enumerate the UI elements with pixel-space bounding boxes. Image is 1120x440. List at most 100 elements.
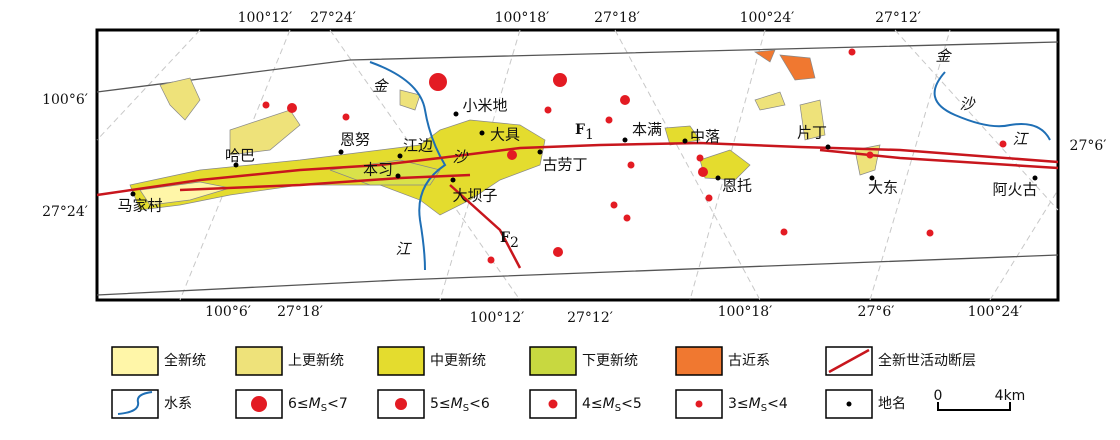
legend-label: 全新统 <box>164 352 206 369</box>
earthquake <box>605 116 613 124</box>
earthquake <box>696 154 704 162</box>
magnitude-prefix: 6≤ <box>288 396 309 412</box>
legend-swatch <box>675 346 723 376</box>
coordinate-label: 100°18′ <box>718 304 773 320</box>
coordinate-label: 27°24′ <box>42 204 88 220</box>
earthquake <box>429 73 447 91</box>
earthquake <box>926 229 934 237</box>
fault-subscript: 2 <box>510 235 519 251</box>
legend-label: 古近系 <box>728 353 770 369</box>
place-dot <box>537 149 543 155</box>
place-dot <box>130 191 136 197</box>
river-name: 金 <box>935 47 952 65</box>
legend-place-dot <box>846 401 852 407</box>
magnitude-subscript: S <box>321 403 327 414</box>
river-name: 沙 <box>452 148 468 166</box>
place-name: 阿火古 <box>992 181 1037 199</box>
legend-label: 3≤MS<4 <box>728 396 788 414</box>
earthquake <box>705 194 713 202</box>
magnitude-subscript: S <box>463 403 469 414</box>
place-name: 片丁 <box>797 124 827 142</box>
earthquake <box>262 101 270 109</box>
river-name: 江 <box>1012 130 1029 148</box>
place-dot <box>479 130 485 136</box>
scale-label: 0 <box>934 388 943 404</box>
scale-label: 4km <box>995 388 1026 404</box>
magnitude-suffix: <5 <box>621 396 642 412</box>
river-name: 江 <box>395 240 412 258</box>
coordinate-label: 27°12′ <box>875 10 921 26</box>
legend-swatch <box>529 346 577 376</box>
river-name: 沙 <box>959 95 975 113</box>
legend-label: 6≤MS<7 <box>288 396 348 414</box>
place-name: 大具 <box>490 126 520 144</box>
place-name: 哈巴 <box>225 147 255 165</box>
coordinate-label: 27°6′ <box>1070 138 1107 154</box>
place-dot <box>682 138 688 144</box>
magnitude-symbol: M <box>749 396 761 412</box>
place-name: 古劳丁 <box>542 156 587 174</box>
place-dot <box>825 144 831 150</box>
fault-name: F <box>500 230 510 246</box>
coordinate-label: 27°18′ <box>277 304 323 320</box>
legend-label: 下更新统 <box>582 353 638 369</box>
magnitude-suffix: <6 <box>469 396 490 412</box>
legend-fault <box>828 348 870 374</box>
fault-subscript: 1 <box>585 127 594 143</box>
place-name: 中落 <box>690 128 720 146</box>
magnitude-symbol: M <box>603 396 615 412</box>
place-name: 恩托 <box>722 177 752 195</box>
legend-label: 5≤MS<6 <box>430 396 490 414</box>
place-dot <box>450 177 456 183</box>
coordinate-label: 100°18′ <box>495 10 550 26</box>
coordinate-label: 100°6′ <box>42 92 88 108</box>
legend-swatch <box>111 346 159 376</box>
place-name: 本满 <box>632 121 662 139</box>
earthquake <box>866 151 874 159</box>
place-dot <box>453 111 459 117</box>
coordinate-label: 27°12′ <box>567 310 613 326</box>
magnitude-subscript: S <box>615 403 621 414</box>
legend-label: 上更新统 <box>288 353 344 369</box>
legend-label: 中更新统 <box>430 353 486 369</box>
legend-water <box>117 391 153 415</box>
legend-label: 全新世活动断层 <box>878 352 976 369</box>
coordinate-label: 100°24′ <box>740 10 795 26</box>
legend-swatch <box>235 346 283 376</box>
place-name: 小米地 <box>462 97 507 115</box>
place-name: 恩努 <box>340 131 370 149</box>
earthquake <box>553 73 567 87</box>
magnitude-symbol: M <box>451 396 463 412</box>
earthquake <box>544 106 552 114</box>
earthquake <box>287 103 297 113</box>
coordinate-label: 100°12′ <box>470 310 525 326</box>
place-dot <box>622 137 628 143</box>
place-dot <box>1032 175 1038 181</box>
fault-name: F <box>575 122 585 138</box>
legend-quake <box>395 398 407 410</box>
magnitude-suffix: <4 <box>767 396 788 412</box>
earthquake <box>620 95 630 105</box>
legend-label: 水系 <box>164 396 192 412</box>
magnitude-subscript: S <box>761 403 767 414</box>
coordinate-label: 27°24′ <box>310 10 356 26</box>
coordinate-label: 100°12′ <box>238 10 293 26</box>
earthquakes <box>262 48 1007 264</box>
earthquake <box>507 150 517 160</box>
magnitude-symbol: M <box>309 396 321 412</box>
earthquake <box>627 161 635 169</box>
place-name: 大坝子 <box>452 187 497 205</box>
coordinate-label: 100°6′ <box>205 304 251 320</box>
coordinate-label: 27°6′ <box>858 304 895 320</box>
earthquake <box>623 214 631 222</box>
place-name: 本习 <box>363 161 393 179</box>
earthquake <box>698 167 708 177</box>
magnitude-prefix: 5≤ <box>430 396 451 412</box>
coordinate-label: 27°18′ <box>594 10 640 26</box>
place-name: 马家村 <box>117 197 162 215</box>
place-dot <box>397 153 403 159</box>
scale-bar <box>937 402 1011 411</box>
